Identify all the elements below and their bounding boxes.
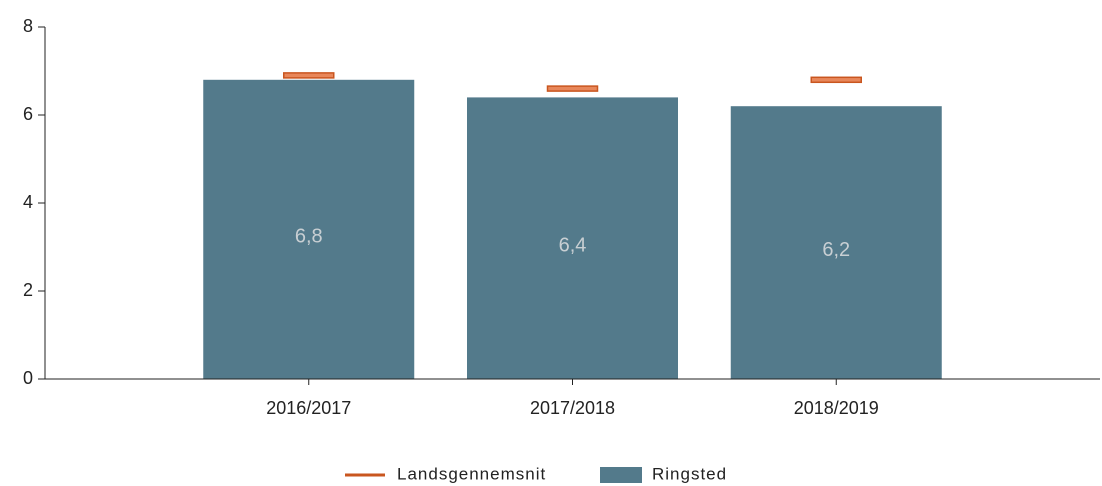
- legend-swatch: [600, 467, 642, 483]
- value-label: 6,2: [822, 239, 850, 261]
- bar: [467, 97, 678, 380]
- average-marker: [810, 76, 862, 84]
- average-marker: [546, 85, 599, 92]
- y-tick-label: 4: [23, 192, 33, 212]
- value-label: 6,4: [559, 234, 587, 256]
- average-marker: [283, 72, 335, 79]
- y-tick-label: 6: [23, 104, 33, 124]
- y-tick-label: 2: [23, 280, 33, 300]
- y-tick-label: 8: [23, 16, 33, 36]
- legend-label: Ringsted: [652, 464, 727, 483]
- bar: [203, 79, 415, 380]
- value-label: 6,8: [295, 226, 323, 248]
- x-tick-label: 2016/2017: [266, 398, 351, 418]
- y-tick-label: 0: [23, 368, 33, 388]
- bar: [730, 106, 942, 379]
- x-tick-label: 2017/2018: [530, 398, 615, 418]
- x-tick-label: 2018/2019: [794, 398, 879, 418]
- legend-label: Landsgennemsnit: [397, 464, 546, 483]
